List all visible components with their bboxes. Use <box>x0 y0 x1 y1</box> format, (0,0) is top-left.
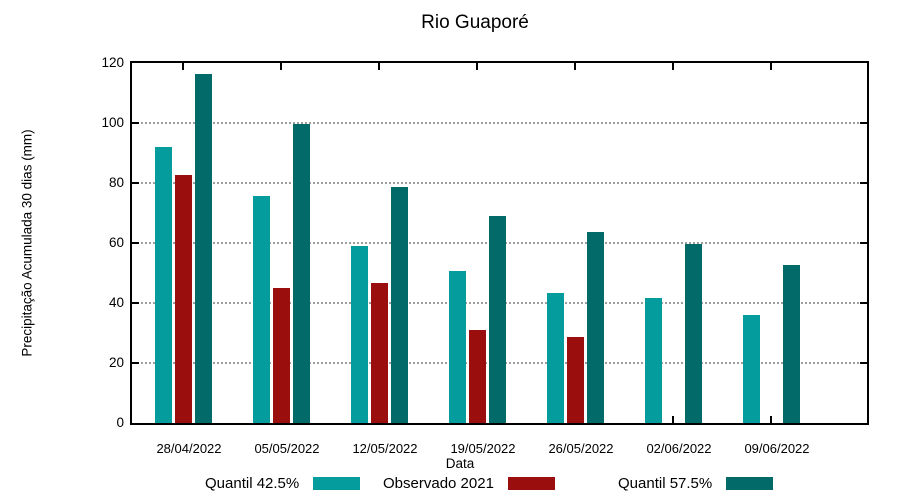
y-tick-right-60 <box>860 242 867 244</box>
legend-item-quantil-57-5: Quantil 57.5% <box>618 475 774 492</box>
x-tick-bottom-5 <box>672 416 674 423</box>
bar-quantil-57-5--12/05/2022 <box>390 187 408 423</box>
legend-label-observado-2021: Observado 2021 <box>383 475 494 492</box>
legend-item-quantil-42-5: Quantil 42.5% <box>205 475 361 492</box>
legend-swatch-quantil-57-5 <box>726 477 774 490</box>
gridline-y-100 <box>132 122 867 124</box>
gridline-y-80 <box>132 182 867 184</box>
legend-label-quantil-42-5: Quantil 42.5% <box>205 475 300 492</box>
x-tick-label-1: 05/05/2022 <box>254 441 320 456</box>
bar-observado-2021-12/05/2022 <box>370 283 388 423</box>
bar-quantil-42-5--09/06/2022 <box>742 315 760 423</box>
y-tick-label-80: 80 <box>108 175 124 190</box>
y-tick-label-100: 100 <box>101 115 124 130</box>
x-tick-top-2 <box>378 63 380 70</box>
y-tick-right-80 <box>860 182 867 184</box>
bar-observado-2021-19/05/2022 <box>468 330 486 423</box>
x-tick-label-5: 02/06/2022 <box>646 441 712 456</box>
y-tick-right-100 <box>860 122 867 124</box>
x-tick-top-5 <box>672 63 674 70</box>
bar-quantil-42-5--19/05/2022 <box>448 271 466 423</box>
x-tick-label-0: 28/04/2022 <box>156 441 222 456</box>
x-tick-label-6: 09/06/2022 <box>744 441 810 456</box>
y-tick-left-100 <box>132 122 139 124</box>
bar-quantil-57-5--02/06/2022 <box>684 244 702 423</box>
legend-swatch-observado-2021 <box>507 477 555 490</box>
y-tick-left-40 <box>132 302 139 304</box>
legend-label-quantil-57-5: Quantil 57.5% <box>618 475 713 492</box>
plot-area <box>130 61 869 425</box>
x-tick-top-0 <box>182 63 184 70</box>
y-tick-label-120: 120 <box>101 55 124 70</box>
y-tick-label-40: 40 <box>108 295 124 310</box>
bar-quantil-42-5--02/06/2022 <box>644 298 662 423</box>
bar-quantil-57-5--26/05/2022 <box>586 232 604 423</box>
y-tick-label-0: 0 <box>116 415 124 430</box>
x-tick-label-3: 19/05/2022 <box>450 441 516 456</box>
x-tick-top-6 <box>770 63 772 70</box>
y-tick-left-80 <box>132 182 139 184</box>
y-tick-right-20 <box>860 362 867 364</box>
x-tick-top-4 <box>574 63 576 70</box>
y-tick-label-20: 20 <box>108 355 124 370</box>
x-tick-label-2: 12/05/2022 <box>352 441 418 456</box>
y-tick-right-40 <box>860 302 867 304</box>
bar-quantil-42-5--26/05/2022 <box>546 293 564 423</box>
bar-quantil-42-5--05/05/2022 <box>252 196 270 423</box>
bar-observado-2021-28/04/2022 <box>174 175 192 423</box>
x-tick-bottom-6 <box>770 416 772 423</box>
x-tick-top-3 <box>476 63 478 70</box>
bar-quantil-57-5--28/04/2022 <box>194 74 212 423</box>
y-tick-label-60: 60 <box>108 235 124 250</box>
bar-quantil-42-5--12/05/2022 <box>350 246 368 423</box>
bar-observado-2021-05/05/2022 <box>272 288 290 423</box>
bar-quantil-57-5--19/05/2022 <box>488 216 506 423</box>
legend-item-observado-2021: Observado 2021 <box>383 475 555 492</box>
bar-observado-2021-26/05/2022 <box>566 337 584 423</box>
x-tick-top-1 <box>280 63 282 70</box>
y-tick-left-60 <box>132 242 139 244</box>
bar-quantil-42-5--28/04/2022 <box>154 147 172 423</box>
x-axis-title: Data <box>445 456 475 471</box>
x-tick-label-4: 26/05/2022 <box>548 441 614 456</box>
chart-title: Rio Guaporé <box>421 12 529 33</box>
y-tick-left-20 <box>132 362 139 364</box>
legend-swatch-quantil-42-5 <box>313 477 361 490</box>
bar-quantil-57-5--05/05/2022 <box>292 124 310 423</box>
bar-quantil-57-5--09/06/2022 <box>782 265 800 423</box>
